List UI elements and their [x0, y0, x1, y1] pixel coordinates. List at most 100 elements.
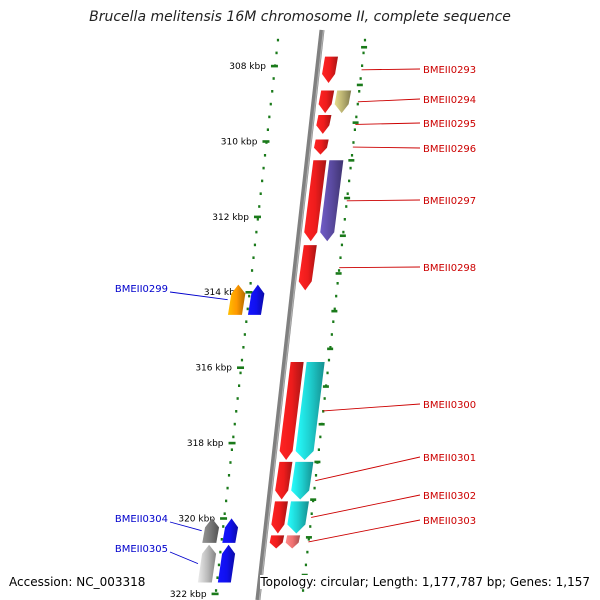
gene-label[interactable]: BMEII0293: [423, 65, 476, 76]
gene-cog-bar[interactable]: [295, 361, 325, 460]
minor-tick: [240, 358, 244, 362]
minor-tick: [326, 371, 329, 375]
gene-label[interactable]: BMEII0298: [423, 263, 476, 274]
minor-tick: [335, 294, 338, 298]
kbp-tick-label: 310 kbp: [221, 137, 258, 147]
minor-tick: [346, 192, 349, 195]
minor-tick: [275, 51, 278, 55]
minor-tick: [248, 294, 251, 298]
gene-leader-line: [355, 122, 421, 125]
minor-tick: [319, 435, 322, 439]
minor-tick: [262, 166, 265, 170]
gene-cog-bar[interactable]: [334, 90, 352, 114]
gene-arrow[interactable]: [271, 501, 288, 534]
minor-tick: [330, 333, 333, 336]
minor-tick: [345, 205, 348, 208]
gene-label[interactable]: BMEII0303: [423, 516, 476, 527]
kbp-tick-label: 320 kbp: [178, 514, 215, 524]
minor-tick: [245, 320, 248, 323]
gene-leader-line: [169, 521, 202, 532]
gene-arrow[interactable]: [269, 535, 285, 549]
minor-tick: [360, 64, 364, 67]
major-tick: [262, 140, 270, 143]
minor-tick: [226, 486, 229, 490]
minor-tick: [329, 346, 332, 349]
minor-tick: [362, 51, 365, 55]
gene-label[interactable]: BMEII0302: [423, 491, 476, 502]
gene-arrow[interactable]: [217, 544, 236, 583]
minor-tick: [216, 576, 219, 579]
gene-arrow[interactable]: [247, 284, 265, 315]
minor-tick: [233, 422, 236, 426]
gene-arrow[interactable]: [298, 245, 317, 291]
major-tick: [344, 196, 351, 200]
minor-tick: [343, 218, 346, 221]
gene-cog-bar[interactable]: [287, 501, 309, 534]
gene-cog-bar[interactable]: [197, 544, 217, 583]
gene-label[interactable]: BMEII0299: [115, 284, 168, 295]
major-tick: [348, 159, 355, 162]
gene-cog-bar[interactable]: [285, 535, 301, 549]
minor-tick: [236, 397, 239, 400]
minor-tick: [272, 77, 275, 80]
gene-label[interactable]: BMEII0301: [423, 453, 476, 464]
minor-tick: [219, 550, 222, 554]
minor-tick: [304, 563, 308, 567]
chromosome-backbone: [255, 29, 325, 600]
gene-label[interactable]: BMEII0295: [423, 119, 476, 130]
gene-cog-bar[interactable]: [320, 160, 344, 242]
minor-tick: [258, 205, 261, 208]
minor-tick: [332, 320, 335, 323]
gene-cog-bar[interactable]: [202, 518, 220, 543]
minor-tick: [276, 38, 280, 42]
minor-tick: [339, 256, 342, 259]
gene-label[interactable]: BMEII0304: [115, 514, 168, 525]
minor-tick: [230, 448, 233, 451]
gene-track: [197, 56, 352, 583]
minor-tick: [350, 154, 354, 157]
gene-arrow[interactable]: [222, 518, 239, 543]
tick-dots: [214, 38, 367, 592]
gene-arrow[interactable]: [322, 56, 339, 83]
gene-label[interactable]: BMEII0297: [423, 196, 476, 207]
gene-arrow[interactable]: [318, 90, 335, 114]
gene-label[interactable]: BMEII0296: [423, 144, 476, 155]
minor-tick: [227, 474, 231, 477]
gene-label[interactable]: BMEII0305: [115, 544, 168, 555]
gene-label[interactable]: BMEII0294: [423, 95, 476, 106]
minor-tick: [239, 371, 242, 375]
gene-arrow[interactable]: [316, 115, 332, 134]
minor-tick: [271, 90, 274, 93]
gene-label[interactable]: BMEII0300: [423, 400, 476, 411]
minor-tick: [232, 435, 235, 439]
minor-tick: [352, 141, 355, 144]
minor-tick: [266, 128, 269, 131]
minor-tick: [222, 525, 225, 528]
minor-tick: [313, 486, 316, 490]
gene-leader-line: [311, 494, 421, 518]
kbp-tick-label: 312 kbp: [212, 213, 249, 223]
minor-tick: [314, 474, 318, 477]
gene-leader-line: [339, 266, 421, 269]
minor-tick: [217, 563, 221, 567]
gene-arrow[interactable]: [279, 361, 304, 460]
gene-leader-line: [357, 98, 421, 103]
minor-tick: [249, 282, 252, 285]
kbp-tick-label: 314 kbp: [204, 288, 241, 298]
minor-tick: [220, 538, 223, 541]
gene-arrow[interactable]: [304, 160, 327, 242]
minor-tick: [337, 269, 341, 272]
major-tick: [327, 347, 334, 351]
gene-cog-bar[interactable]: [227, 284, 246, 315]
minor-tick: [348, 179, 351, 183]
gene-arrow[interactable]: [275, 461, 293, 500]
minor-tick: [342, 230, 345, 234]
gene-leader-line: [352, 146, 421, 149]
gene-arrow[interactable]: [313, 139, 329, 155]
major-tick: [305, 536, 312, 539]
gene-cog-bar[interactable]: [291, 461, 314, 500]
accession-text: Accession: NC_003318: [9, 575, 146, 589]
major-tick: [335, 272, 342, 275]
gene-labels: BMEII0293 BMEII0294 BMEII0295 BMEII0296 BMEI…: [115, 65, 476, 565]
